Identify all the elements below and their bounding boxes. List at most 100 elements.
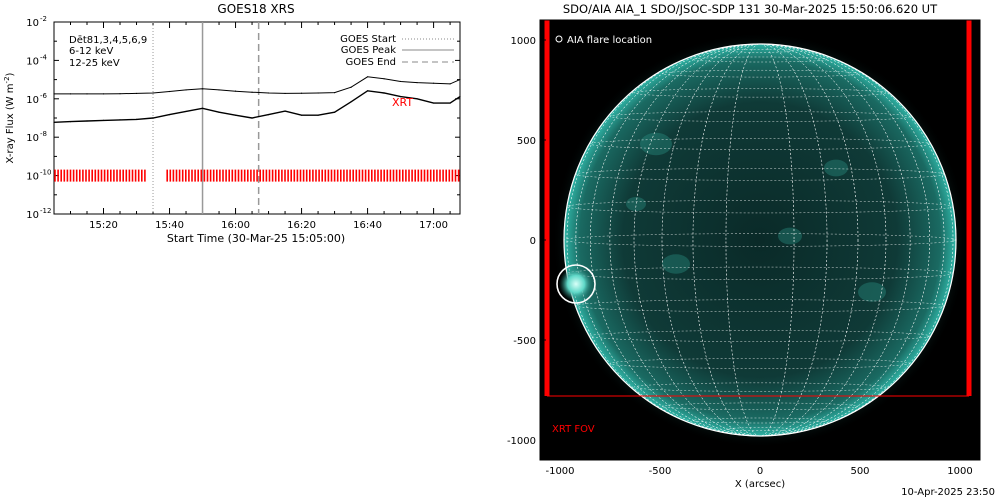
- goes-xtick-label: 15:40: [155, 220, 184, 231]
- goes-data-point: [168, 90, 171, 93]
- goes-xtick-label: 16:20: [287, 220, 316, 231]
- goes-data-point: [416, 98, 418, 100]
- active-region: [626, 197, 646, 211]
- goes-ytick-exponent: -6: [40, 92, 48, 100]
- active-region: [640, 132, 672, 156]
- goes-data-point: [251, 91, 253, 93]
- goes-ytick-label: 10: [26, 18, 39, 29]
- goes-data-point: [459, 96, 461, 98]
- aia-x-axis: -1000 -500 0 500 1000: [545, 454, 973, 477]
- goes-data-point: [300, 114, 303, 116]
- flare-location-circle: [556, 264, 596, 304]
- latitude-line: [633, 88, 887, 98]
- goes-series-line: [53, 90, 461, 123]
- goes-ylabel: X-ray Flux (W m-2): [3, 72, 16, 163]
- goes-ytick-label: 10: [26, 210, 39, 221]
- goes-data-point: [317, 114, 319, 116]
- latitude-line: [661, 402, 859, 411]
- goes-data-point: [69, 93, 72, 95]
- goes-data-point: [201, 107, 204, 109]
- goes-data-point: [135, 118, 138, 120]
- goes-ytick-exponent: -8: [40, 130, 47, 138]
- aia-ytick-label: 0: [530, 236, 536, 247]
- goes-ytick-label: 10: [26, 172, 39, 183]
- goes-data-point: [366, 90, 369, 92]
- goes-data-point: [234, 114, 237, 116]
- solar-disk-image: [544, 20, 972, 448]
- goes-xtick-label: 15:20: [89, 220, 118, 231]
- goes-ytick-label: 10: [26, 133, 39, 144]
- goes-xtick-label: 17:00: [419, 220, 448, 231]
- goes-data-point: [366, 76, 369, 78]
- aia-xtick-label: 500: [850, 466, 869, 477]
- active-region: [824, 159, 848, 177]
- goes-data-point: [152, 92, 154, 94]
- latitude-line: [661, 69, 859, 78]
- goes-data-point: [234, 90, 237, 92]
- goes-data-point: [449, 102, 451, 104]
- goes-series-line: [54, 76, 461, 95]
- goes-data-point: [86, 93, 88, 95]
- goes-data-point: [53, 93, 55, 95]
- goes-ytick-label: 10: [26, 56, 39, 67]
- goes-data-point: [218, 89, 220, 91]
- goes-ytick-label: 10: [26, 95, 39, 106]
- goes-data-point: [459, 79, 461, 81]
- aia-xtick-label: 0: [757, 466, 763, 477]
- aia-ytick-label: 500: [517, 136, 536, 147]
- latitude-line: [725, 49, 795, 53]
- aia-ytick-label: 1000: [511, 36, 536, 47]
- aia-title: SDO/AIA AIA_1 SDO/JSOC-SDP 131 30-Mar-20…: [563, 2, 938, 16]
- goes-data-point: [350, 101, 352, 103]
- goes-data-point: [449, 83, 451, 85]
- goes-data-point: [185, 110, 187, 113]
- aia-legend-circle-icon: [555, 35, 563, 43]
- legend-goes-peak: GOES Peak: [341, 45, 396, 56]
- goes-data-point: [300, 92, 303, 94]
- latitude-line: [590, 138, 930, 150]
- goes-data-point: [86, 120, 88, 122]
- goes-data-point: [135, 92, 138, 95]
- goes-data-point: [416, 81, 418, 84]
- longitude-line: [590, 43, 930, 437]
- goes-data-point: [383, 92, 385, 94]
- active-region: [778, 227, 802, 245]
- xrt-fov-label: XRT FOV: [552, 424, 595, 435]
- legend-goes-start: GOES Start: [340, 34, 396, 45]
- goes-xlabel: Start Time (30-Mar-25 15:05:00): [167, 232, 345, 245]
- aia-y-axis: -1000 -500 0 500 1000: [507, 36, 546, 447]
- goes-xtick-label: 16:40: [353, 220, 382, 231]
- goes-data-point: [432, 82, 435, 84]
- goes-data-point: [251, 117, 253, 119]
- aia-ytick-label: -500: [513, 336, 536, 347]
- goes-data-point: [69, 120, 72, 123]
- longitude-line: [725, 43, 795, 437]
- goes-xtick-label: 16:00: [221, 220, 250, 231]
- goes-x-axis: 15:20 15:40 16:00 16:20 16:40 17:00: [53, 22, 451, 231]
- goes-data-point: [168, 114, 171, 116]
- goes-data-point: [119, 119, 121, 121]
- flare-brightening: [558, 266, 594, 302]
- goes-data-point: [333, 111, 336, 113]
- goes-ytick-exponent: -4: [40, 53, 48, 61]
- goes-data-point: [218, 111, 220, 113]
- solar-disk: [564, 44, 956, 436]
- solar-limb: [563, 43, 957, 437]
- timestamp: 10-Apr-2025 23:50: [901, 487, 995, 498]
- latitude-line: [692, 417, 828, 424]
- legend-detectors: Dēt81,3,4,5,6,9: [69, 35, 147, 46]
- goes-data-point: [102, 93, 105, 95]
- legend-goes-end: GOES End: [346, 57, 396, 68]
- aia-xtick-label: -500: [649, 466, 672, 477]
- legend-6-12kev: 6-12 keV: [69, 46, 113, 57]
- goes-ytick-exponent: -12: [40, 207, 51, 215]
- aia-image-panel: SDO/AIA AIA_1 SDO/JSOC-SDP 131 30-Mar-20…: [507, 2, 981, 490]
- goes-data-point: [53, 121, 55, 123]
- goes-data-point: [201, 88, 204, 90]
- active-region: [662, 254, 690, 274]
- goes-data-point: [284, 110, 286, 112]
- goes-data-point: [267, 114, 270, 116]
- goes-data-point: [350, 86, 352, 88]
